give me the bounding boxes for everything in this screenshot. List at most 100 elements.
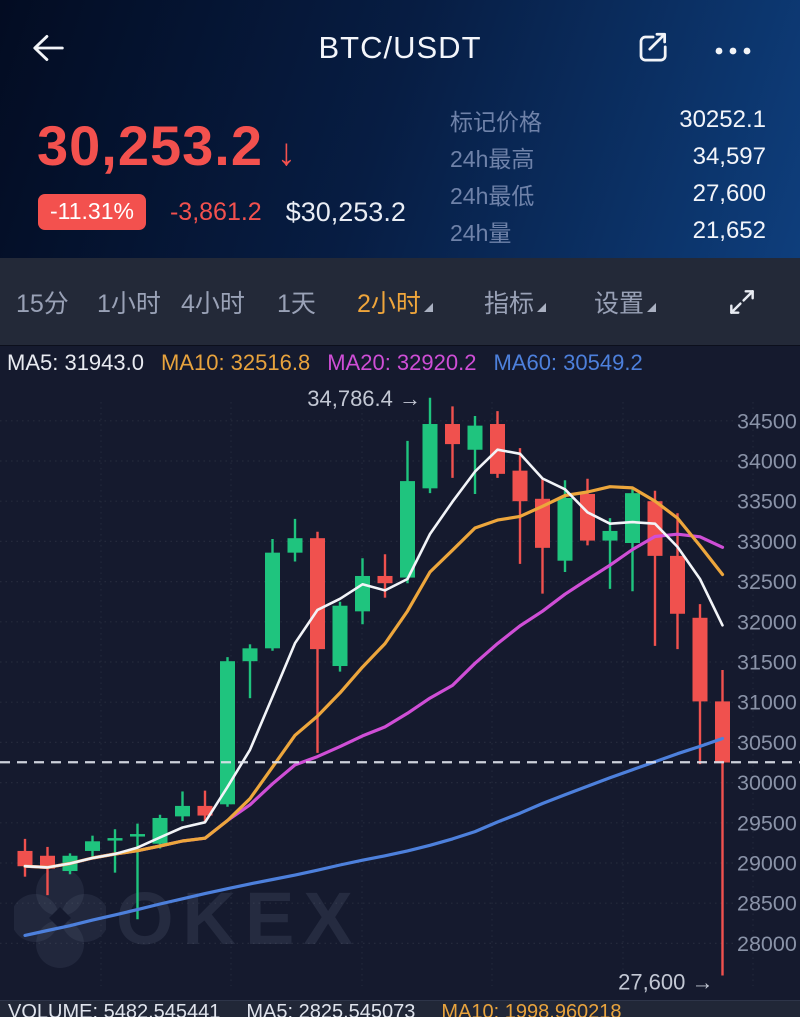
stat-row-2: 24h最低 27,600 [450,175,766,212]
candle-body [670,555,685,614]
fullscreen-button[interactable] [726,286,758,318]
dropdown-triangle-icon [647,302,657,312]
tab-label: 指标 [484,289,535,318]
high-annotation: 34,786.4 → [307,386,421,411]
y-axis-label: 32000 [737,610,797,634]
tab-2小时[interactable]: 2小时 [357,284,433,320]
candle-body [332,605,348,667]
y-axis-label: 33000 [737,530,797,554]
y-axis-label: 32500 [737,570,797,594]
candle-body [130,834,145,837]
stat-row-1: 24h最高 34,597 [450,138,766,175]
candle-body [17,850,33,867]
y-axis-label: 28500 [737,892,797,916]
stat-label: 24h量 [450,219,512,246]
stats-list: 标记价格 30252.1 24h最高 34,597 24h最低 27,600 24h量 21,… [450,101,766,249]
stat-label: 24h最高 [450,145,535,172]
tab-1小时[interactable]: 1小时 [97,284,161,320]
tab-label: 4小时 [181,289,245,318]
last-price: 30,253.2 ↓ [37,113,297,178]
back-button[interactable] [26,26,70,70]
stat-value: 21,652 [692,216,766,244]
price-chart-section: OKEX MA5: 31943.0 MA10: 32516.8 MA20: 3292… [0,345,800,1017]
candle-body [445,424,460,445]
stat-row-3: 24h量 21,652 [450,212,766,249]
volume-label-2: MA10: 1998.960218 [441,1001,622,1017]
quote-panel: BTC/USDT 30,253.2 ↓ -11.31% -3,861.2 $30,… [0,0,800,258]
tab-label: 1小时 [97,289,161,318]
y-axis-label: 34000 [737,450,797,474]
tab-设置[interactable]: 设置 [594,284,657,320]
candle-body [355,575,370,612]
candle-body [242,648,258,662]
dropdown-triangle-icon [423,302,433,312]
volume-label-0: VOLUME: 5482.545441 [8,1001,221,1017]
tab-label: 15分 [16,289,69,318]
stat-row-0: 标记价格 30252.1 [450,101,766,138]
candle-body [107,838,123,841]
candle-body [310,538,325,650]
candle-body [175,805,190,817]
candle-body [422,424,438,489]
ma-legend-item-2: MA20: 32920.2 [327,350,477,375]
tab-1天[interactable]: 1天 [277,284,316,320]
tab-15分[interactable]: 15分 [16,284,69,320]
tab-指标[interactable]: 指标 [484,284,547,320]
y-axis-label: 31500 [737,651,797,675]
last-price-value: 30,253.2 [37,114,263,177]
tab-label: 设置 [594,289,645,318]
candle-body [512,470,528,502]
candle-body [287,538,303,553]
share-icon [639,32,667,62]
volume-label-1: MA5: 2825.545073 [246,1001,416,1017]
ma20-line [23,532,725,870]
candle-body [400,481,415,578]
stat-value: 30252.1 [679,105,766,133]
fullscreen-expand-icon [730,290,754,314]
y-axis-label: 30000 [737,771,797,795]
more-menu-button[interactable] [708,30,760,70]
ma-legend-item-3: MA60: 30549.2 [493,350,643,375]
ma-legend-item-0: MA5: 31943.0 [7,350,144,375]
dropdown-triangle-icon [537,302,547,312]
candle-body [557,497,573,561]
candlestick-chart[interactable]: 34500 34000 33500 33000 32500 32000 31500 31000… [0,346,800,1017]
y-axis-label: 33500 [737,490,797,514]
back-arrow-icon [33,35,64,61]
tab-label: 1天 [277,289,316,318]
more-dots-icon [715,47,751,55]
candle-body [535,498,550,548]
candle-body [220,661,235,805]
y-axis-label: 34500 [737,409,797,433]
candle-body [625,493,640,544]
candle-body [197,805,213,816]
ma60-line [23,736,725,938]
candle-body [467,425,483,450]
fiat-value: $30,253.2 [285,196,406,227]
y-axis-label: 29500 [737,811,797,835]
y-axis-label: 30500 [737,731,797,755]
page-title: BTC/USDT [318,30,482,65]
candle-body [602,530,618,541]
stat-label: 24h最低 [450,182,535,209]
stat-label: 标记价格 [450,108,542,135]
tab-4小时[interactable]: 4小时 [181,284,245,320]
y-axis-label: 28000 [737,932,797,956]
candle-body [152,817,168,844]
candle-body [377,575,393,584]
candle-body [692,617,708,702]
candle-body [85,841,100,851]
change-absolute: -3,861.2 [169,197,262,226]
ma10-line [23,485,725,870]
ma-legend: MA5: 31943.0 MA10: 32516.8 MA20: 32920.2 MA… [7,350,643,376]
candle-body [647,501,663,556]
low-annotation: 27,600 → [618,970,713,995]
price-change-row: -11.31% -3,861.2 $30,253.2 [38,194,406,230]
y-axis-label: 31000 [737,691,797,715]
stat-value: 27,600 [692,179,766,207]
share-button[interactable] [630,26,674,70]
candle-body [580,493,595,541]
y-axis-label: 29000 [737,852,797,876]
tab-label: 2小时 [357,289,421,318]
